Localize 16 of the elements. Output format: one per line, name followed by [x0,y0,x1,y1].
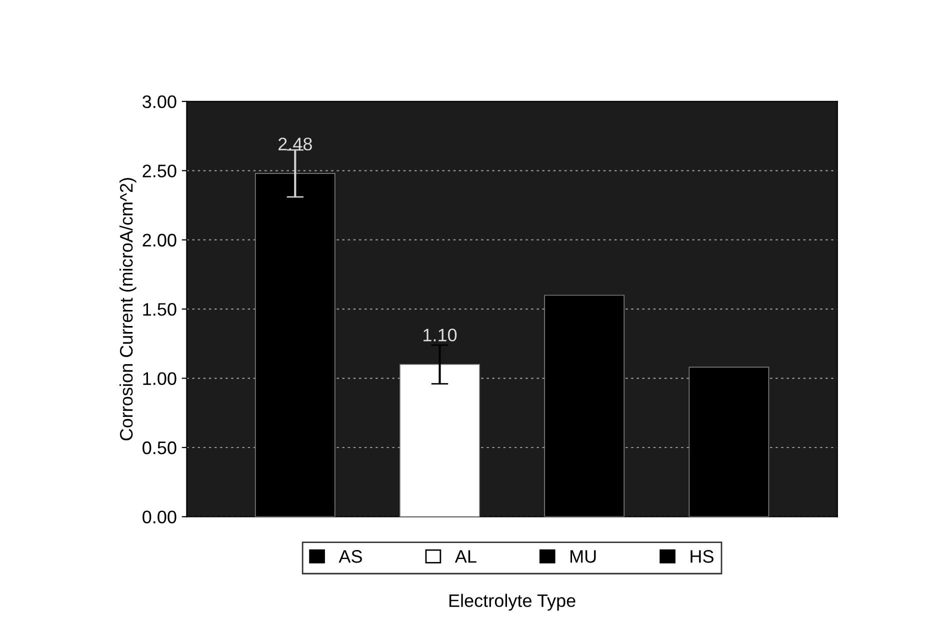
y-tick-label: 3.00 [142,95,176,108]
y-tick-label: 1.00 [143,372,176,386]
y-tick-label: 2.00 [142,234,176,247]
legend-label: AL [454,550,476,563]
y-tick-label: 0.00 [142,510,176,524]
y-tick-label: 2.50 [142,164,176,178]
bar [400,364,480,517]
data-label: 2.48 [278,138,312,150]
legend-label: AS [338,550,362,563]
legend-label: MU [570,550,596,563]
x-axis-title: Electrolyte Type [449,594,576,611]
y-tick-label: 1.50 [143,303,176,316]
y-tick-label: 0.50 [142,441,176,454]
data-label: 1.10 [424,328,457,342]
legend-label: HS [690,550,714,563]
y-axis-title: Corrosion Current (microA/cm^2) [119,178,136,440]
